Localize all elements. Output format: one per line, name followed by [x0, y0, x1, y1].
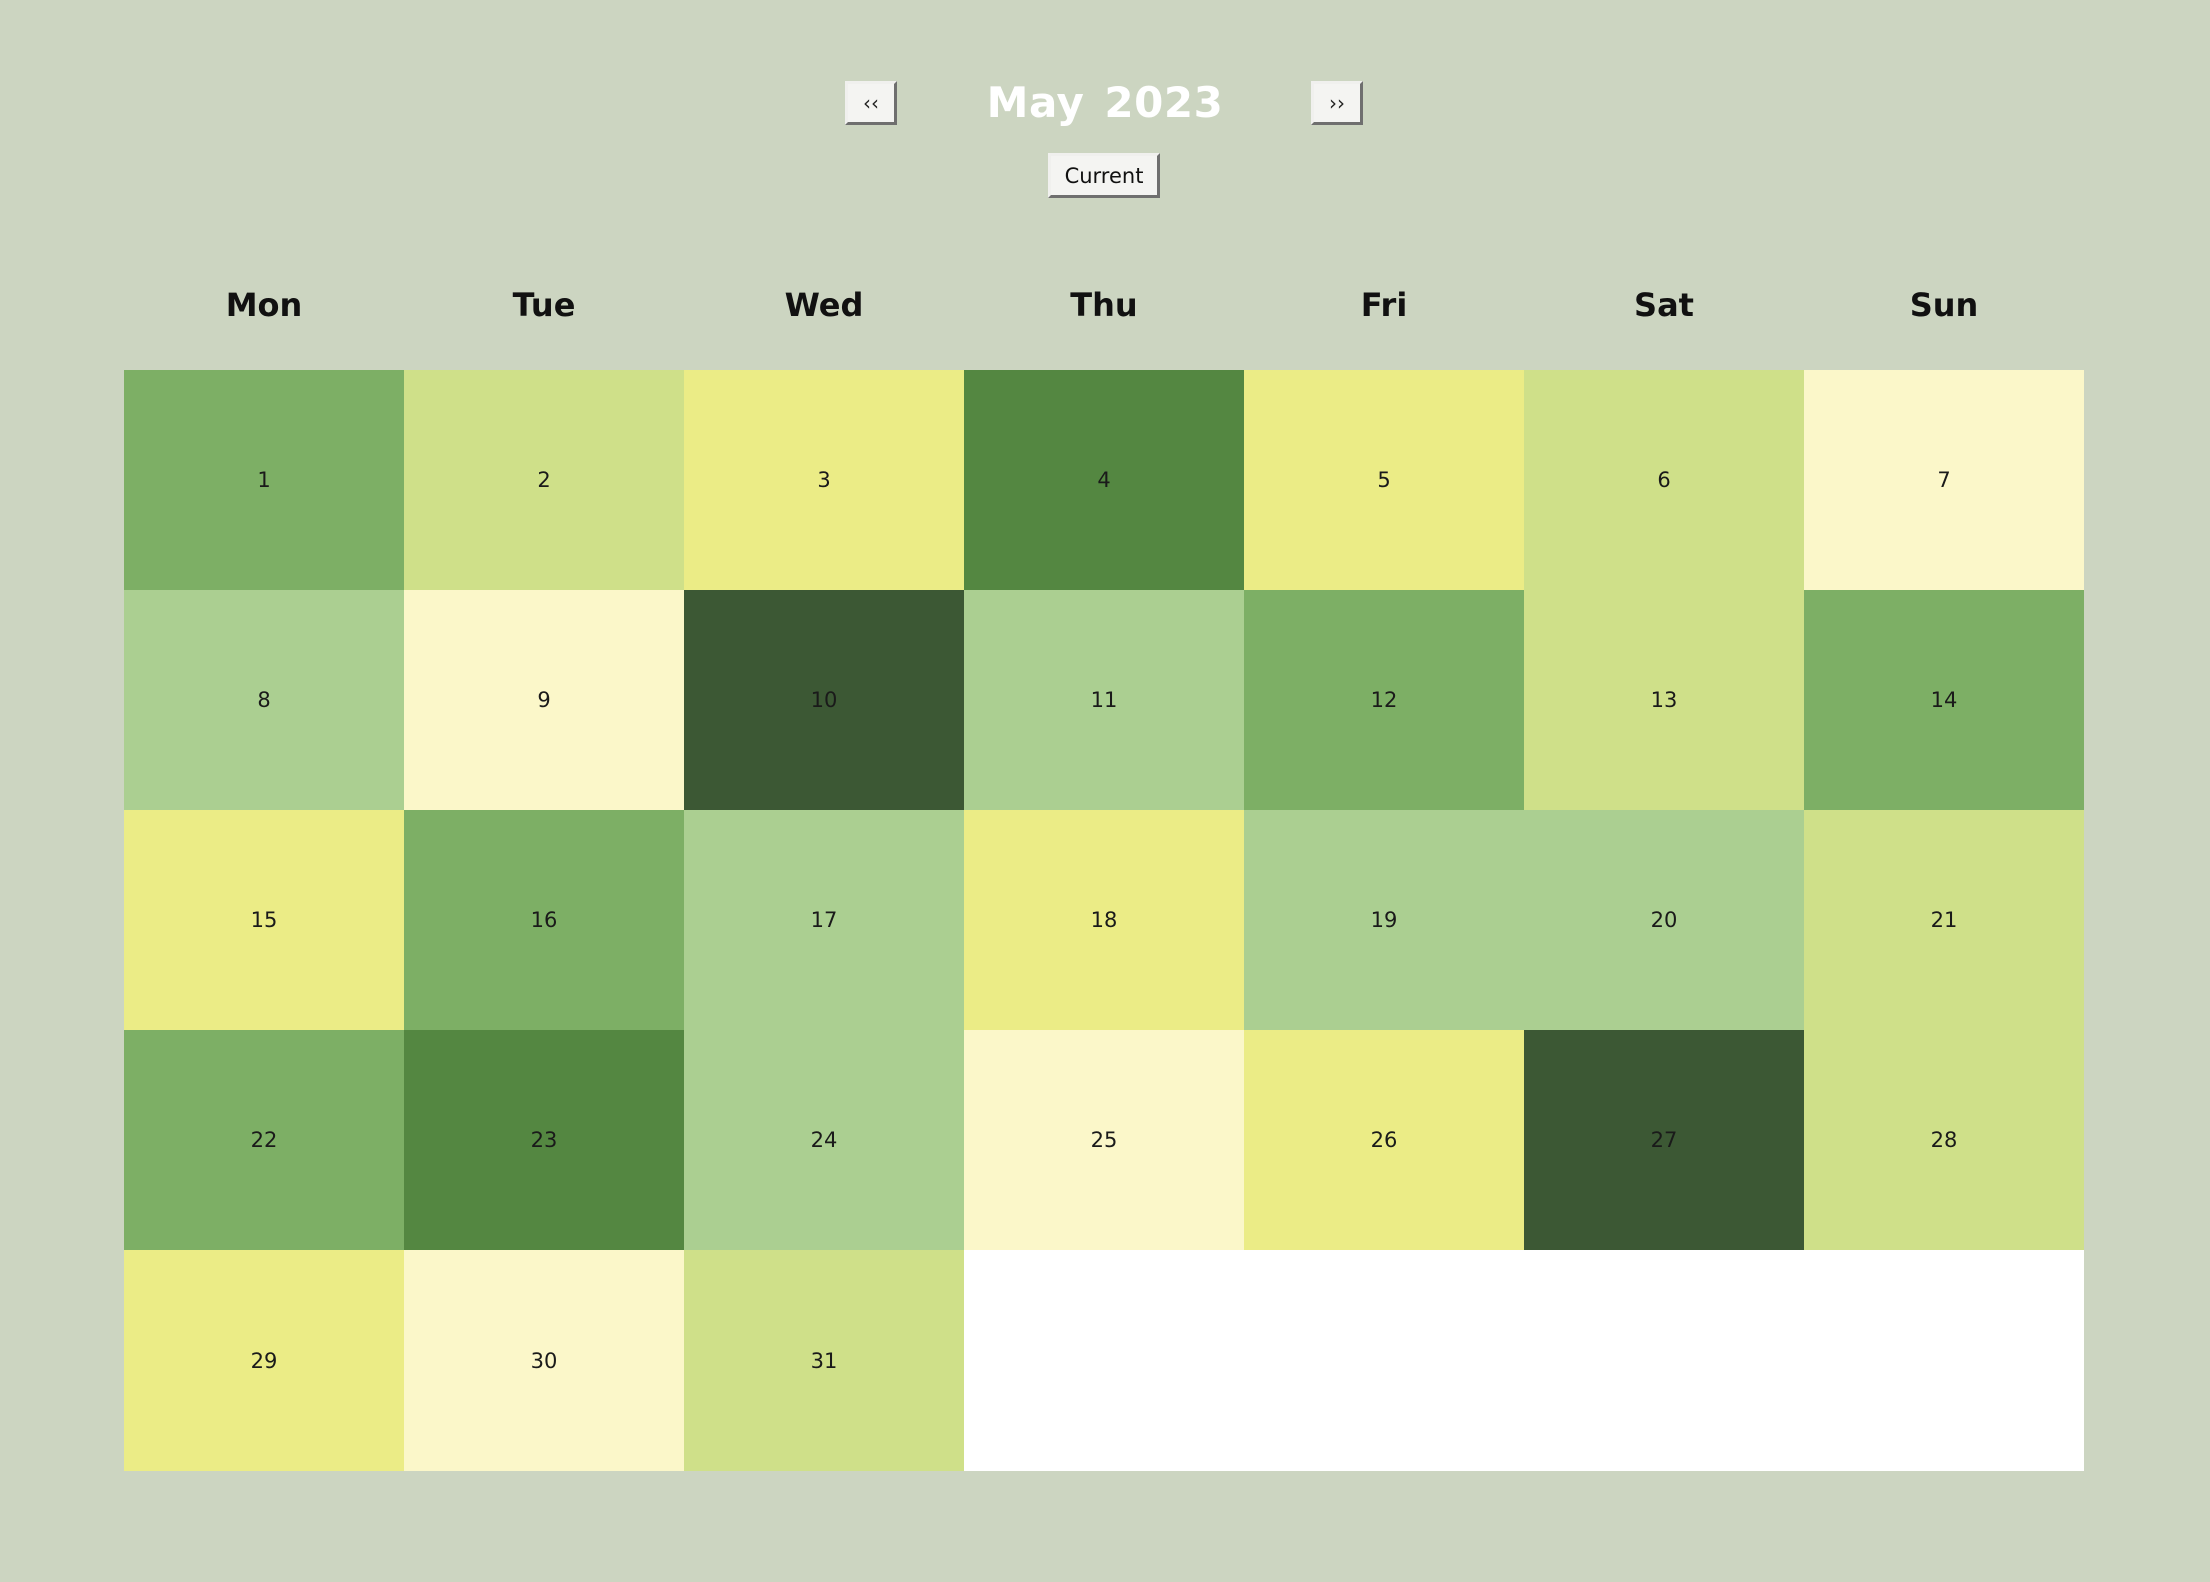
calendar-day-cell[interactable]: 4: [964, 370, 1244, 590]
weekday-header-sun: Sun: [1909, 286, 1979, 324]
calendar-day-cell[interactable]: 22: [124, 1030, 404, 1250]
calendar-day-cell[interactable]: 9: [404, 590, 684, 810]
weekday-header-sat: Sat: [1634, 286, 1694, 324]
calendar-day-cell[interactable]: 1: [124, 370, 404, 590]
calendar-day-cell[interactable]: 23: [404, 1030, 684, 1250]
weekday-header-wed: Wed: [784, 286, 864, 324]
calendar-day-cell[interactable]: 6: [1524, 370, 1804, 590]
calendar-grid: 1 2 3 4 5 6 7 8 9 10 11 12 13 14 15 16 17 18 19 20 21 22 23 24 2…: [124, 370, 2084, 1471]
weekday-header-tue: Tue: [512, 286, 576, 324]
calendar-day-cell[interactable]: 28: [1804, 1030, 2084, 1250]
calendar-day-cell[interactable]: 7: [1804, 370, 2084, 590]
month-navigation: ‹‹ May 2023 ››: [0, 77, 2210, 127]
weekday-header-fri: Fri: [1360, 286, 1408, 324]
calendar-day-cell[interactable]: 26: [1244, 1030, 1524, 1250]
calendar-day-cell[interactable]: 3: [684, 370, 964, 590]
weekday-header-row: Mon Tue Wed Thu Fri Sat Sun: [124, 280, 2084, 330]
current-month-button[interactable]: Current: [1048, 153, 1160, 198]
next-month-button[interactable]: ››: [1311, 81, 1363, 125]
month-year-title: May 2023: [905, 77, 1305, 127]
calendar-day-cell[interactable]: 19: [1244, 810, 1524, 1030]
calendar-day-cell[interactable]: 13: [1524, 590, 1804, 810]
calendar-day-cell[interactable]: 20: [1524, 810, 1804, 1030]
month-label: May: [986, 77, 1085, 127]
calendar-day-cell[interactable]: 12: [1244, 590, 1524, 810]
calendar-day-cell[interactable]: 30: [404, 1250, 684, 1471]
calendar-day-cell[interactable]: 16: [404, 810, 684, 1030]
calendar-day-cell[interactable]: 5: [1244, 370, 1524, 590]
calendar-day-cell[interactable]: 29: [124, 1250, 404, 1471]
calendar-day-cell[interactable]: 17: [684, 810, 964, 1030]
calendar-day-cell[interactable]: 24: [684, 1030, 964, 1250]
calendar-day-cell[interactable]: 2: [404, 370, 684, 590]
weekday-header-thu: Thu: [1070, 286, 1138, 324]
calendar-day-cell[interactable]: 15: [124, 810, 404, 1030]
year-label: 2023: [1104, 77, 1224, 127]
calendar-day-cell[interactable]: 18: [964, 810, 1244, 1030]
calendar-day-cell[interactable]: 14: [1804, 590, 2084, 810]
calendar-day-cell[interactable]: 31: [684, 1250, 964, 1471]
calendar-day-cell[interactable]: 11: [964, 590, 1244, 810]
weekday-header-mon: Mon: [225, 286, 303, 324]
calendar-day-cell[interactable]: 25: [964, 1030, 1244, 1250]
calendar-day-cell[interactable]: 21: [1804, 810, 2084, 1030]
previous-month-button[interactable]: ‹‹: [845, 81, 897, 125]
calendar-day-cell[interactable]: 27: [1524, 1030, 1804, 1250]
calendar-day-cell[interactable]: 8: [124, 590, 404, 810]
calendar-day-cell[interactable]: 10: [684, 590, 964, 810]
